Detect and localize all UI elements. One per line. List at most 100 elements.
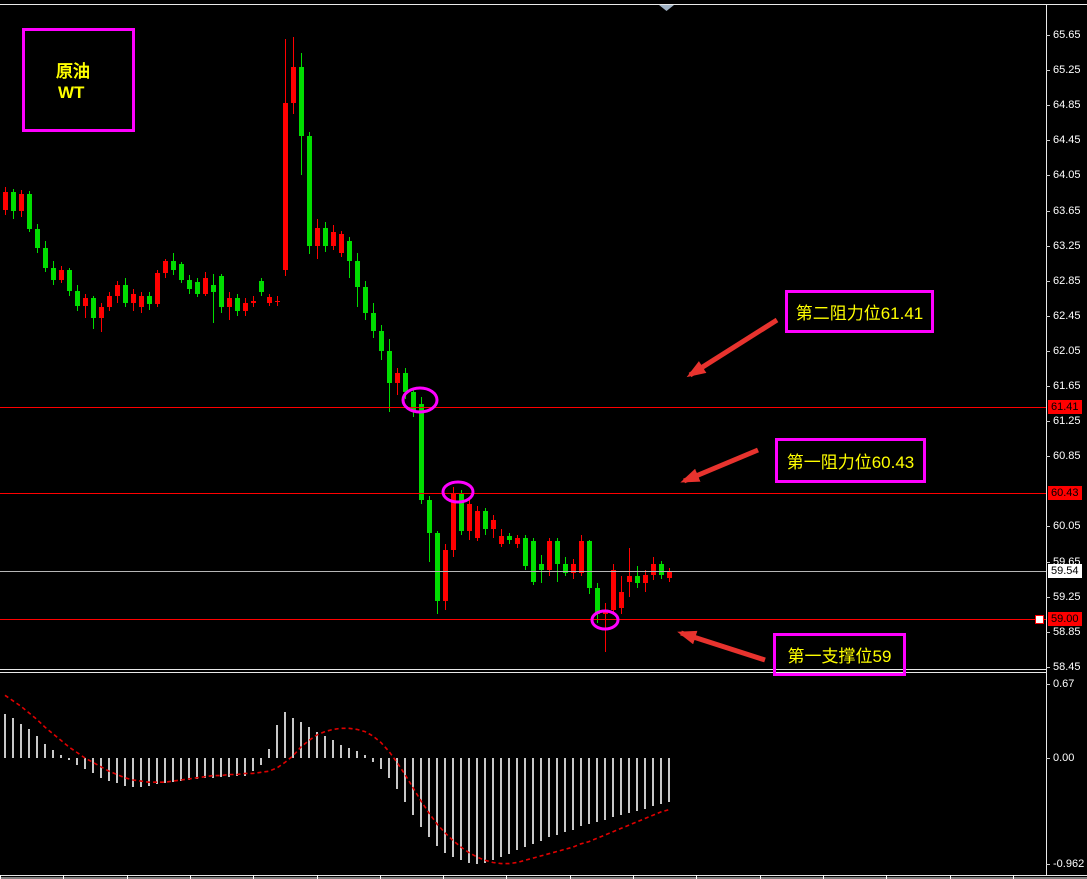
macd-histogram-bar [212, 758, 214, 778]
horizontal-level-line[interactable] [0, 407, 1046, 408]
macd-histogram-bar [372, 758, 374, 763]
main-chart-area[interactable] [0, 4, 1046, 669]
candle [275, 300, 280, 302]
macd-histogram-bar [140, 758, 142, 787]
macd-histogram-bar [468, 758, 470, 863]
macd-histogram-bar [484, 758, 486, 863]
horizontal-level-line[interactable] [0, 619, 1046, 620]
price-axis-tick [1046, 667, 1050, 668]
macd-histogram-bar [580, 758, 582, 827]
candle [243, 302, 248, 312]
macd-histogram-bar [356, 751, 358, 758]
macd-histogram-bar [556, 758, 558, 835]
macd-histogram-bar [276, 725, 278, 758]
macd-axis-label: 0.67 [1053, 678, 1075, 690]
price-axis-tick [1046, 35, 1050, 36]
candle [643, 574, 648, 584]
price-axis-label: 61.65 [1053, 380, 1081, 392]
macd-indicator-panel[interactable] [0, 673, 1046, 875]
candle [235, 298, 240, 312]
macd-histogram-bar [52, 750, 54, 758]
candle [187, 279, 192, 290]
price-axis-label: 62.45 [1053, 310, 1081, 322]
time-axis-tick [443, 875, 444, 879]
macd-histogram-bar [156, 758, 158, 785]
macd-histogram-bar [364, 754, 366, 758]
candle [539, 564, 544, 571]
macd-axis-label: 0.00 [1053, 752, 1075, 764]
price-axis-label: 64.05 [1053, 169, 1081, 181]
macd-histogram-bar [604, 758, 606, 820]
candle [427, 500, 432, 534]
time-axis-tick [570, 875, 571, 879]
price-axis-label: 58.45 [1053, 661, 1081, 673]
candle [3, 192, 8, 210]
panel-separator-upper[interactable] [0, 669, 1046, 670]
macd-histogram-bar [508, 758, 510, 854]
candle [307, 135, 312, 246]
current-price-badge: 59.54 [1048, 564, 1082, 578]
time-axis-tick [886, 875, 887, 879]
candle [163, 261, 168, 273]
candle [379, 330, 384, 351]
candle [531, 541, 536, 582]
candle [667, 571, 672, 579]
price-axis-label: 62.85 [1053, 275, 1081, 287]
macd-axis-label: -0.962 [1053, 858, 1085, 870]
annotation-resistance-1-label: 第一阻力位60.43 [786, 453, 915, 472]
price-axis[interactable]: 65.65 65.25 64.85 64.45 64.05 63.65 63.25 62.85… [1046, 0, 1087, 876]
price-axis-tick [1046, 456, 1050, 457]
candle [555, 541, 560, 565]
annotation-support-1-label: 第一支撑位59 [787, 647, 892, 666]
macd-histogram-bar [404, 758, 406, 802]
annotation-support-1[interactable]: 第一支撑位59 [773, 633, 906, 676]
macd-histogram-bar [244, 758, 246, 776]
panel-separator-lower[interactable] [0, 672, 1046, 673]
time-axis-tick [127, 875, 128, 879]
candle [219, 276, 224, 308]
macd-histogram-bar [388, 758, 390, 778]
macd-histogram-bar [460, 758, 462, 861]
candle [211, 285, 216, 293]
annotation-resistance-1[interactable]: 第一阻力位60.43 [775, 438, 926, 483]
macd-histogram-bar [444, 758, 446, 853]
candle [467, 504, 472, 531]
candle [203, 278, 208, 294]
price-axis-label: 64.45 [1053, 134, 1081, 146]
macd-histogram-bar [412, 758, 414, 816]
symbol-code: WT [58, 83, 85, 102]
macd-axis-tick [1046, 684, 1050, 685]
price-axis-border [1046, 4, 1047, 876]
macd-histogram-bar [612, 758, 614, 818]
candle [67, 270, 72, 292]
time-axis-tick [63, 875, 64, 879]
annotation-resistance-2[interactable]: 第二阻力位61.41 [785, 290, 934, 333]
time-axis-tick [0, 875, 1, 879]
macd-axis-tick [1046, 758, 1050, 759]
candle-wick [277, 295, 278, 307]
horizontal-level-line[interactable] [0, 493, 1046, 494]
candle [571, 564, 576, 573]
price-axis-tick [1046, 281, 1050, 282]
candle [59, 270, 64, 280]
macd-histogram-bar [236, 758, 238, 776]
candle [11, 192, 16, 212]
symbol-label-box[interactable]: 原油 WT [22, 28, 135, 132]
macd-histogram-bar [100, 758, 102, 778]
macd-histogram-bar [164, 758, 166, 784]
candle [515, 537, 520, 544]
candle-wick [85, 293, 86, 319]
price-axis-label: 61.25 [1053, 415, 1081, 427]
macd-histogram-bar [436, 758, 438, 846]
candle [299, 67, 304, 136]
candle [371, 313, 376, 331]
price-axis-tick [1046, 175, 1050, 176]
level-line-handle[interactable] [1035, 615, 1044, 624]
macd-histogram-bar [36, 736, 38, 758]
price-axis-tick [1046, 246, 1050, 247]
macd-histogram-bar [668, 758, 670, 802]
macd-histogram-bar [188, 758, 190, 780]
macd-histogram-bar [260, 758, 262, 765]
candle [507, 536, 512, 540]
candle [35, 228, 40, 249]
